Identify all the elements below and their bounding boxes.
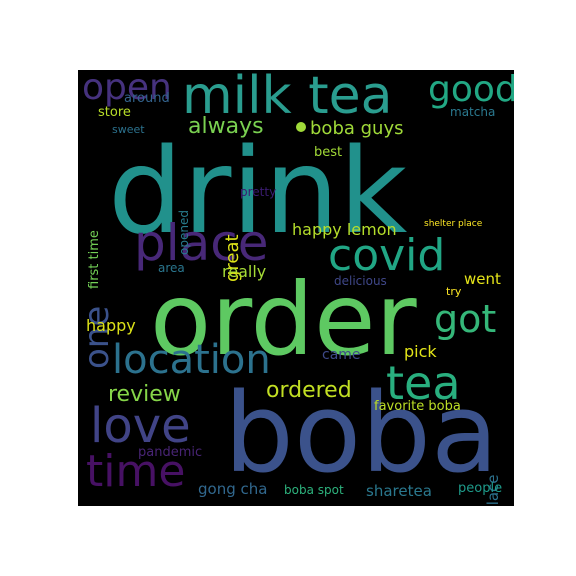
word-boba-spot: boba spot: [284, 483, 344, 497]
word-always: always: [188, 114, 264, 139]
word-time: time: [86, 446, 186, 497]
word-open: open: [82, 70, 172, 108]
word-went: went: [464, 270, 501, 288]
word-people: people: [458, 481, 503, 496]
word-matcha: matcha: [450, 105, 496, 119]
word-happy: happy: [86, 316, 136, 335]
word-best: best: [314, 145, 343, 160]
word-pick: pick: [404, 342, 437, 361]
word-came: came: [322, 347, 361, 363]
word-boba: boba: [224, 369, 499, 497]
word-boba-guys: boba guys: [310, 118, 404, 139]
word-covid: covid: [328, 230, 446, 281]
word-review: review: [108, 382, 181, 407]
dot-mark: [296, 122, 306, 132]
word-store: store: [98, 105, 131, 120]
word-place: place: [134, 214, 269, 272]
word-order: order: [150, 261, 417, 378]
word-first-time: first time: [87, 230, 102, 289]
word-pretty: pretty: [240, 185, 277, 199]
word-ordered: ordered: [266, 378, 352, 403]
word-good: good: [428, 70, 514, 110]
word-try: try: [446, 285, 462, 298]
word-around: around: [124, 91, 170, 106]
word-cloud: drink order boba milk tea place covid lo…: [78, 70, 514, 506]
word-really: really: [222, 262, 267, 281]
word-love: love: [90, 398, 191, 454]
word-opened: opened: [177, 210, 191, 255]
word-happy-lemon: happy lemon: [292, 220, 397, 239]
word-sweet: sweet: [112, 123, 145, 136]
word-drink: drink: [108, 122, 408, 260]
word-got: got: [434, 297, 497, 341]
word-tea: tea: [386, 356, 461, 410]
word-location: location: [112, 337, 271, 383]
word-gong-cha: gong cha: [198, 480, 268, 498]
word-favorite-boba: favorite boba: [374, 399, 461, 414]
word-area: area: [158, 261, 185, 275]
word-pandemic: pandemic: [138, 445, 203, 460]
word-milk-tea: milk tea: [182, 70, 393, 126]
word-delicious: delicious: [334, 274, 387, 288]
word-shelter-place: shelter place: [424, 219, 483, 229]
word-sharetea: sharetea: [366, 482, 432, 500]
